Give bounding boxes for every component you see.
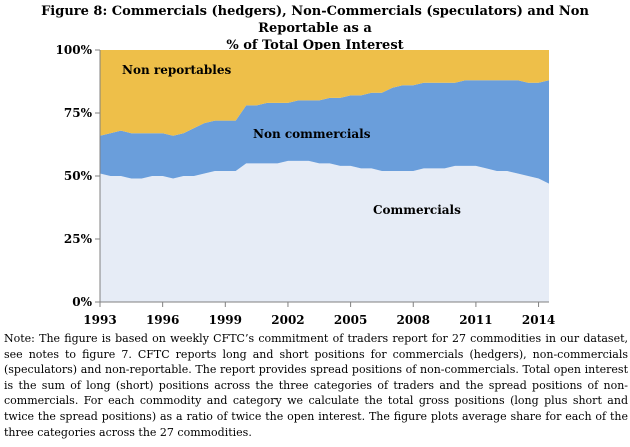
x-tick-label: 2014 [522, 313, 555, 327]
non-commercials-area [100, 80, 549, 184]
y-axis-ticks: 0% 25% 50% 75% 100% [56, 43, 100, 309]
non-commercials-label: Non commercials [253, 127, 371, 141]
x-tick-label: 2005 [334, 313, 367, 327]
commercials-area [100, 160, 549, 302]
x-tick-label: 2008 [397, 313, 430, 327]
y-tick-label: 100% [56, 43, 93, 57]
y-tick-label: 50% [64, 169, 93, 183]
x-tick-label: 1999 [209, 313, 242, 327]
x-tick-label: 1996 [146, 313, 179, 327]
y-tick-label: 0% [72, 295, 92, 309]
x-tick-label: 1993 [83, 313, 116, 327]
non-reportables-area [100, 50, 549, 136]
x-tick-label: 2011 [459, 313, 492, 327]
y-tick-label: 25% [64, 232, 93, 246]
x-axis-ticks: 1993 1996 1999 2002 2005 2008 2011 2014 [83, 302, 555, 327]
x-tick-label: 2002 [271, 313, 304, 327]
stacked-area-chart: 0% 25% 50% 75% 100% 1993 1996 1999 2002 2005 2008… [56, 43, 556, 327]
commercials-label: Commercials [373, 203, 461, 217]
chart-title-line-1: Figure 8: Commercials (hedgers), Non-Com… [41, 4, 589, 36]
non-reportables-label: Non reportables [122, 63, 231, 77]
chart-title-line-2: % of Total Open Interest [226, 38, 404, 53]
chart-title: Figure 8: Commercials (hedgers), Non-Com… [0, 3, 630, 54]
figure-note: Note: The figure is based on weekly CFTC… [4, 332, 628, 439]
y-tick-label: 75% [64, 106, 93, 120]
